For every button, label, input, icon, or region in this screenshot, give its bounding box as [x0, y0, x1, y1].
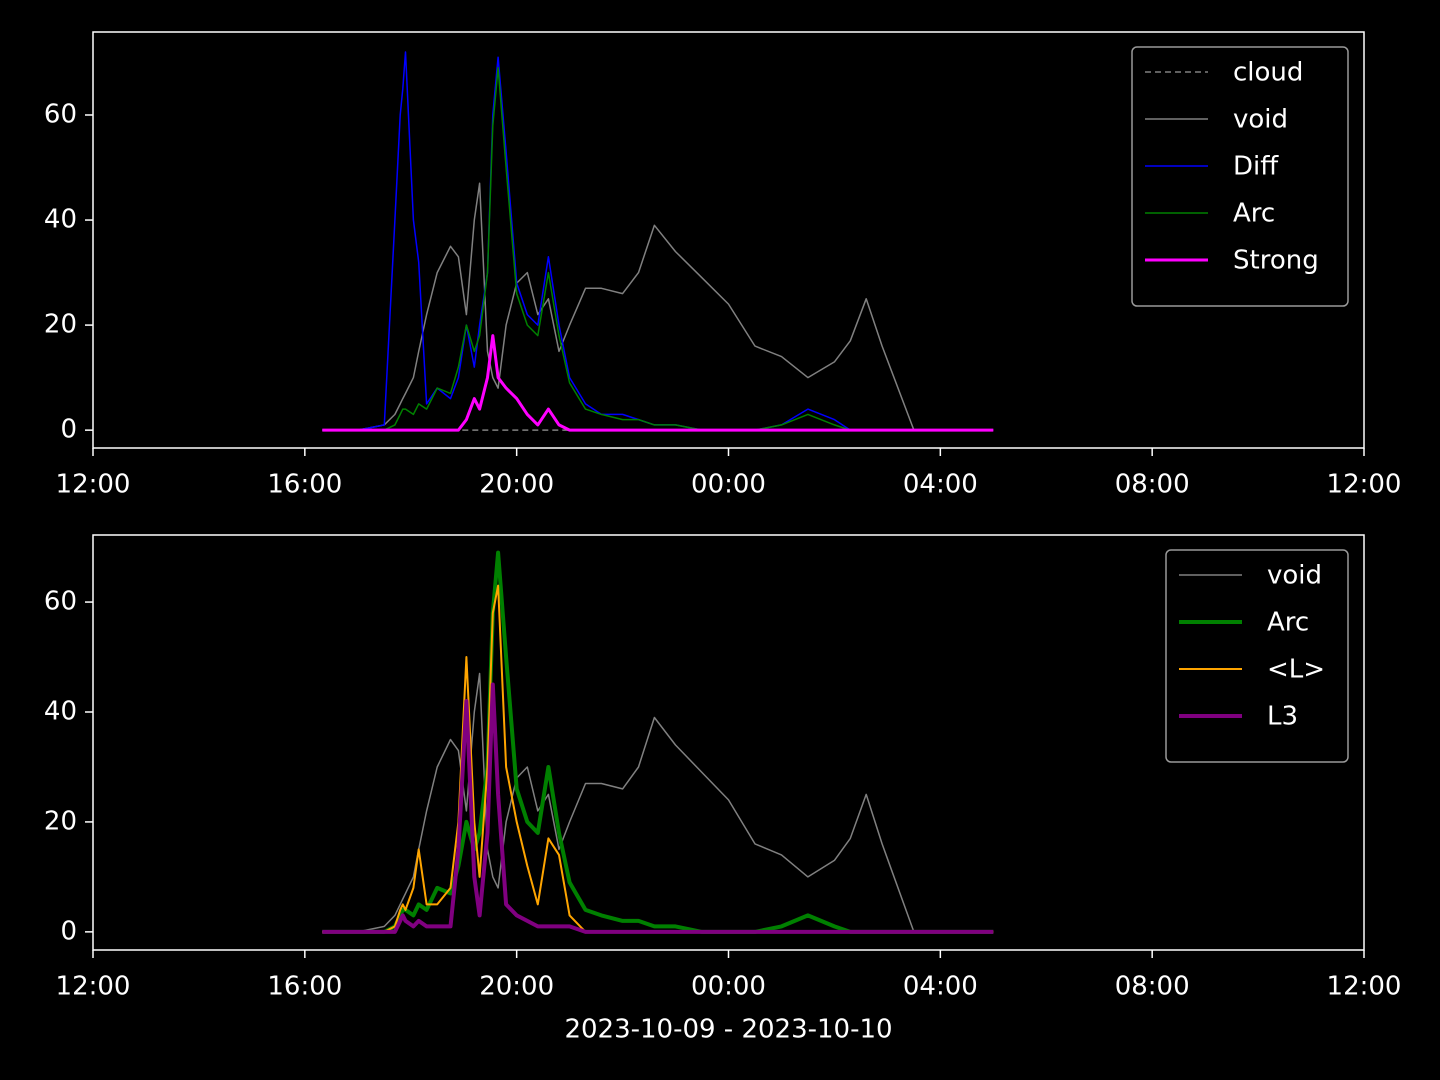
- y-tick-label: 0: [60, 415, 77, 445]
- series-line: [322, 550, 994, 934]
- series-line: [322, 334, 994, 432]
- series-line: [322, 682, 994, 934]
- series-line: [322, 672, 994, 933]
- x-tick-label: 00:00: [691, 972, 766, 1002]
- series-line: [322, 584, 994, 933]
- x-tick-label: 20:00: [479, 470, 554, 500]
- legend-label: Arc: [1233, 199, 1275, 229]
- legend-box: [1131, 46, 1349, 307]
- legend-label: void: [1267, 561, 1322, 591]
- axes-frame: [92, 31, 1365, 449]
- series-line: [322, 51, 994, 431]
- x-tick-label: 12:00: [56, 972, 131, 1002]
- legend-box: [1165, 549, 1349, 763]
- x-tick-label: 04:00: [903, 972, 978, 1002]
- y-tick-label: 40: [44, 205, 77, 235]
- plot-area: [322, 51, 994, 432]
- x-tick-label: 08:00: [1115, 470, 1190, 500]
- axes-frame: [92, 534, 1365, 951]
- plot-area: [322, 550, 994, 934]
- legend-label: L3: [1267, 702, 1298, 732]
- legend-label: cloud: [1233, 58, 1303, 88]
- x-tick-label: 04:00: [903, 470, 978, 500]
- series-line: [322, 66, 994, 431]
- x-tick-label: 00:00: [691, 470, 766, 500]
- y-tick-label: 20: [44, 310, 77, 340]
- y-tick-label: 40: [44, 696, 77, 726]
- x-tick-label: 12:00: [1327, 972, 1402, 1002]
- legend-label: void: [1233, 105, 1288, 135]
- y-tick-label: 60: [44, 99, 77, 129]
- y-tick-label: 60: [44, 587, 77, 617]
- x-tick-label: 12:00: [56, 470, 131, 500]
- legend-label: <L>: [1267, 655, 1325, 685]
- x-axis-label: 2023-10-09 - 2023-10-10: [564, 1015, 892, 1045]
- y-tick-label: 0: [60, 916, 77, 946]
- x-tick-label: 16:00: [267, 470, 342, 500]
- x-tick-label: 16:00: [267, 972, 342, 1002]
- x-tick-label: 08:00: [1115, 972, 1190, 1002]
- legend-label: Arc: [1267, 608, 1309, 638]
- x-tick-label: 12:00: [1327, 470, 1402, 500]
- x-tick-label: 20:00: [479, 972, 554, 1002]
- legend-label: Diff: [1233, 152, 1279, 182]
- legend-label: Strong: [1233, 246, 1319, 276]
- series-line: [322, 182, 994, 431]
- y-tick-label: 20: [44, 806, 77, 836]
